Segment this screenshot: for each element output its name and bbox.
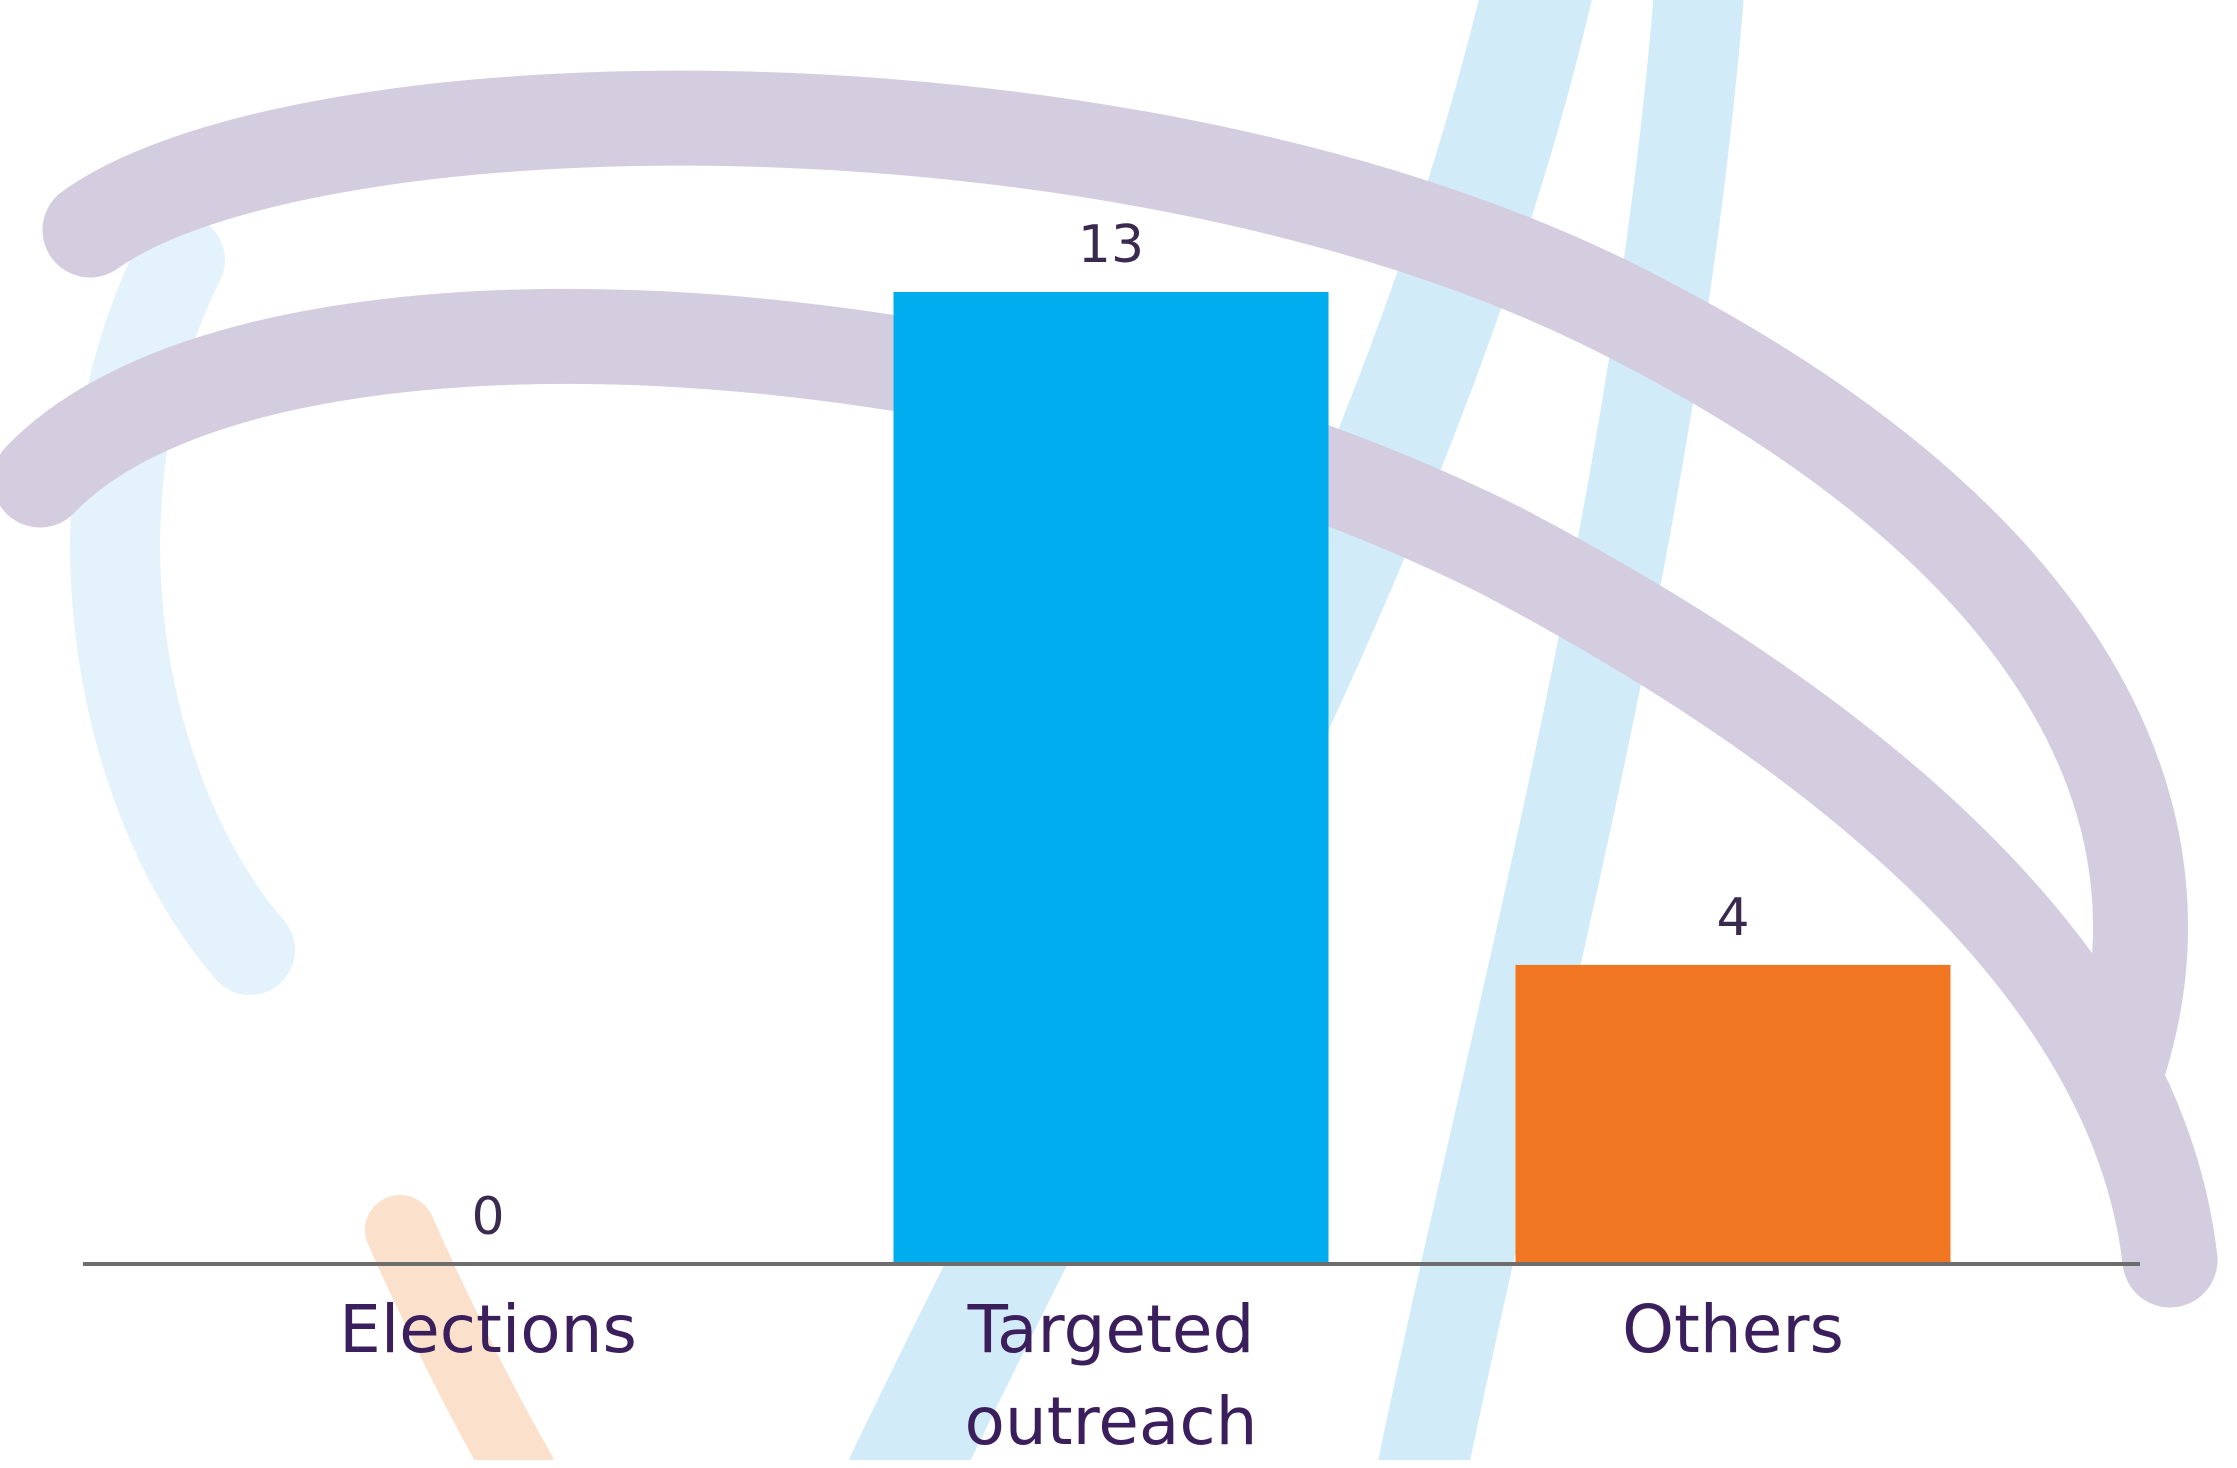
x-tick-label: Others	[1553, 1284, 1913, 1376]
chart-canvas: 0 13 4	[0, 0, 2237, 1460]
value-label: 0	[471, 1187, 504, 1247]
page: {"chart_data": {"type": "bar", "categori…	[0, 0, 2237, 1460]
x-tick-label: Targeted outreach	[931, 1284, 1291, 1468]
bar	[1516, 965, 1951, 1264]
value-label: 13	[1078, 215, 1144, 275]
value-label: 4	[1716, 888, 1749, 948]
bar	[894, 292, 1329, 1264]
x-tick-label: Elections	[308, 1284, 668, 1376]
chart: 0134 ElectionsTargeted outreachOthers	[0, 0, 2237, 1460]
